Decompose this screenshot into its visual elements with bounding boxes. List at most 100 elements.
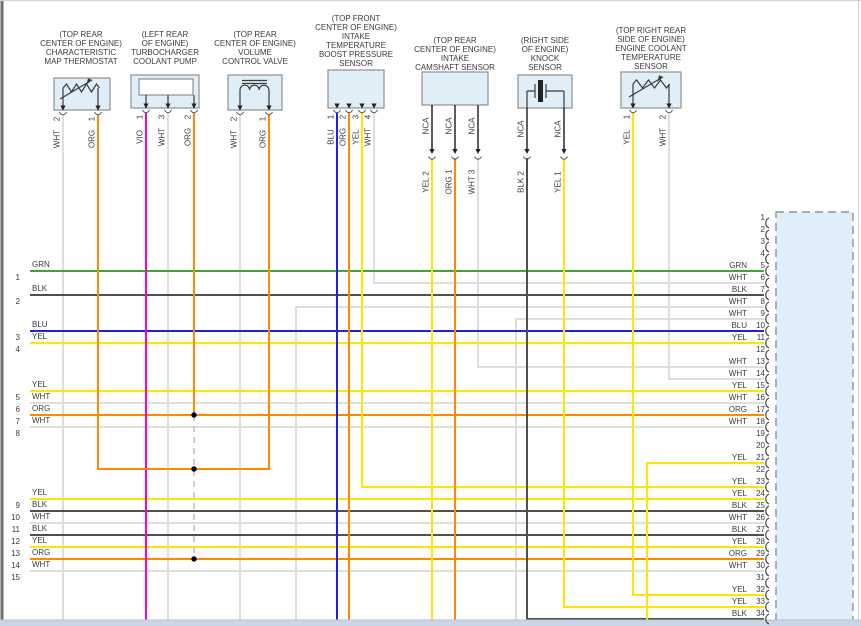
left-wire-color-7: ORG [32, 404, 51, 413]
ecm-pin-color-18: WHT [728, 417, 747, 426]
ecm-pin-number-23: 23 [756, 477, 765, 486]
ecm-pin-number-27: 27 [756, 525, 765, 534]
ecm-pin-number-6: 6 [760, 273, 765, 282]
ecm-pin-number-18: 18 [756, 417, 765, 426]
wire-label-boost-sensor-pin2: ORG [338, 127, 348, 147]
left-wire-color-5: YEL [32, 380, 48, 389]
ecm-pin-number-8: 8 [760, 297, 765, 306]
pin-number-boost-sensor-2: 2 [338, 114, 348, 120]
ecm-pin-number-14: 14 [756, 369, 765, 378]
component-label-knock-sensor: (RIGHT SIDE [520, 36, 570, 45]
pin-arrowhead-volume-control-valve [266, 105, 272, 111]
pin-arrowhead-volume-control-valve [237, 105, 243, 111]
component-label-boost-sensor: BOOST PRESSURE [318, 50, 394, 59]
wire-label-camshaft-sensor-pin3: WHT 3 [467, 169, 477, 195]
ecm-pin-number-16: 16 [756, 393, 765, 402]
pin-number-volume-control-valve-2: 2 [229, 116, 239, 122]
left-wire-number-7: 7 [15, 417, 20, 426]
left-wire-number-3: 3 [15, 333, 20, 342]
component-label-boost-sensor: SENSOR [339, 59, 373, 68]
ecm-pin-color-28: YEL [731, 537, 747, 546]
ecm-pin-terminal-8 [765, 301, 770, 313]
ecm-pin-terminal-16 [765, 397, 770, 409]
ecm-pin-color-17: ORG [728, 405, 747, 414]
terminal-arc-turbo-pump [163, 109, 173, 114]
ecm-pin-terminal-4 [765, 253, 770, 265]
ecm-pin-terminal-10 [765, 325, 770, 337]
component-label-ect-sensor: TEMPERATURE [621, 53, 681, 62]
pin-number-volume-control-valve-1: 1 [258, 116, 268, 122]
ecm-pin-terminal-11 [765, 337, 770, 349]
terminal-arc-volume-control-valve [264, 111, 274, 116]
ecm-pin-terminal-12 [765, 349, 770, 361]
ecm-pin-number-5: 5 [760, 261, 765, 270]
ecm-pin-number-25: 25 [756, 501, 765, 510]
ecm-pin-terminal-7 [765, 289, 770, 301]
wiring-colored [30, 113, 764, 626]
left-wire-number-13: 13 [11, 549, 20, 558]
ecm-pin-terminal-34 [765, 613, 770, 625]
ecm-pin-number-24: 24 [756, 489, 765, 498]
wire-label-camshaft-sensor-pin1: ORG 1 [444, 169, 454, 195]
left-wire-number-6: 6 [15, 405, 20, 414]
wire-label-knock-sensor-pin2: BLK 2 [516, 171, 526, 193]
left-wire-number-15: 15 [11, 573, 20, 582]
left-wire-color-8: WHT [32, 416, 51, 425]
left-wire-number-11: 11 [11, 525, 20, 534]
ecm-pin-terminal-22 [765, 469, 770, 481]
pin-number-ect-sensor-1: 1 [622, 114, 632, 120]
ecm-connector-box [775, 211, 854, 626]
ecm-pin-color-7: BLK [731, 285, 747, 294]
ecm-pin-color-15: YEL [731, 381, 747, 390]
left-wire-color-10: BLK [32, 500, 48, 509]
wire-label-turbo-pump-pin3: WHT [157, 127, 167, 147]
ecm-pin-color-6: WHT [728, 273, 747, 282]
pin-arrowhead-turbo-pump [191, 103, 197, 109]
component-label-map-thermostat: CENTER OF ENGINE) [40, 39, 122, 48]
left-wire-number-4: 4 [15, 345, 20, 354]
wire-label-map-thermostat-pin2: WHT [52, 129, 62, 149]
ecm-pin-number-4: 4 [760, 249, 765, 258]
ecm-pin-terminal-32 [765, 589, 770, 601]
nca-label-knock-sensor: NCA [553, 120, 563, 138]
component-label-turbo-pump: COOLANT PUMP [133, 57, 197, 66]
terminal-arc-boost-sensor [357, 109, 367, 114]
wire-label-turbo-pump-pin1: VIO [135, 130, 145, 144]
ecm-pin-terminal-24 [765, 493, 770, 505]
ecm-pin-number-29: 29 [756, 549, 765, 558]
component-label-volume-control-valve: (TOP REAR [233, 30, 277, 39]
component-label-knock-sensor: OF ENGINE) [521, 45, 569, 54]
splice-dot [191, 466, 197, 472]
nca-label-camshaft-sensor: NCA [421, 117, 431, 135]
ecm-pin-terminal-15 [765, 385, 770, 397]
component-label-ect-sensor: (TOP RIGHT REAR [615, 26, 687, 35]
wire-label-knock-sensor-pin1: YEL 1 [553, 171, 563, 193]
splice-dot [191, 412, 197, 418]
ecm-pin-number-31: 31 [756, 573, 765, 582]
terminal-arc-map-thermostat [93, 111, 103, 116]
wire-label-boost-sensor-pin4: WHT [363, 127, 373, 147]
wire-label-boost-sensor-pin1: BLU [326, 129, 336, 145]
ecm-pin-color-26: WHT [728, 513, 747, 522]
ecm-pin-terminal-30 [765, 565, 770, 577]
component-label-turbo-pump: OF ENGINE) [141, 39, 189, 48]
ecm-pin-terminal-31 [765, 577, 770, 589]
wire-label-volume-control-valve-pin2: WHT [229, 129, 239, 149]
pin-arrowhead-map-thermostat [95, 105, 101, 111]
ecm-pin-color-14: WHT [728, 369, 747, 378]
component-label-volume-control-valve: VOLUME [238, 48, 272, 57]
ecm-pin-number-20: 20 [756, 441, 765, 450]
terminal-arc-map-thermostat [58, 111, 68, 116]
left-wire-color-4: YEL [32, 332, 48, 341]
nca-arrowhead-knock-sensor [524, 149, 530, 154]
left-wire-number-5: 5 [15, 393, 20, 402]
ecm-pin-color-24: YEL [731, 489, 747, 498]
component-label-camshaft-sensor: CENTER OF ENGINE) [414, 45, 496, 54]
wire-label-camshaft-sensor-pin2: YEL 2 [421, 171, 431, 193]
nca-arrowhead-knock-sensor [561, 149, 567, 154]
pin-number-turbo-pump-1: 1 [135, 114, 145, 120]
component-box-ect-sensor [620, 71, 682, 109]
pin-arrowhead-boost-sensor [334, 103, 340, 109]
pin-number-turbo-pump-3: 3 [157, 114, 167, 120]
